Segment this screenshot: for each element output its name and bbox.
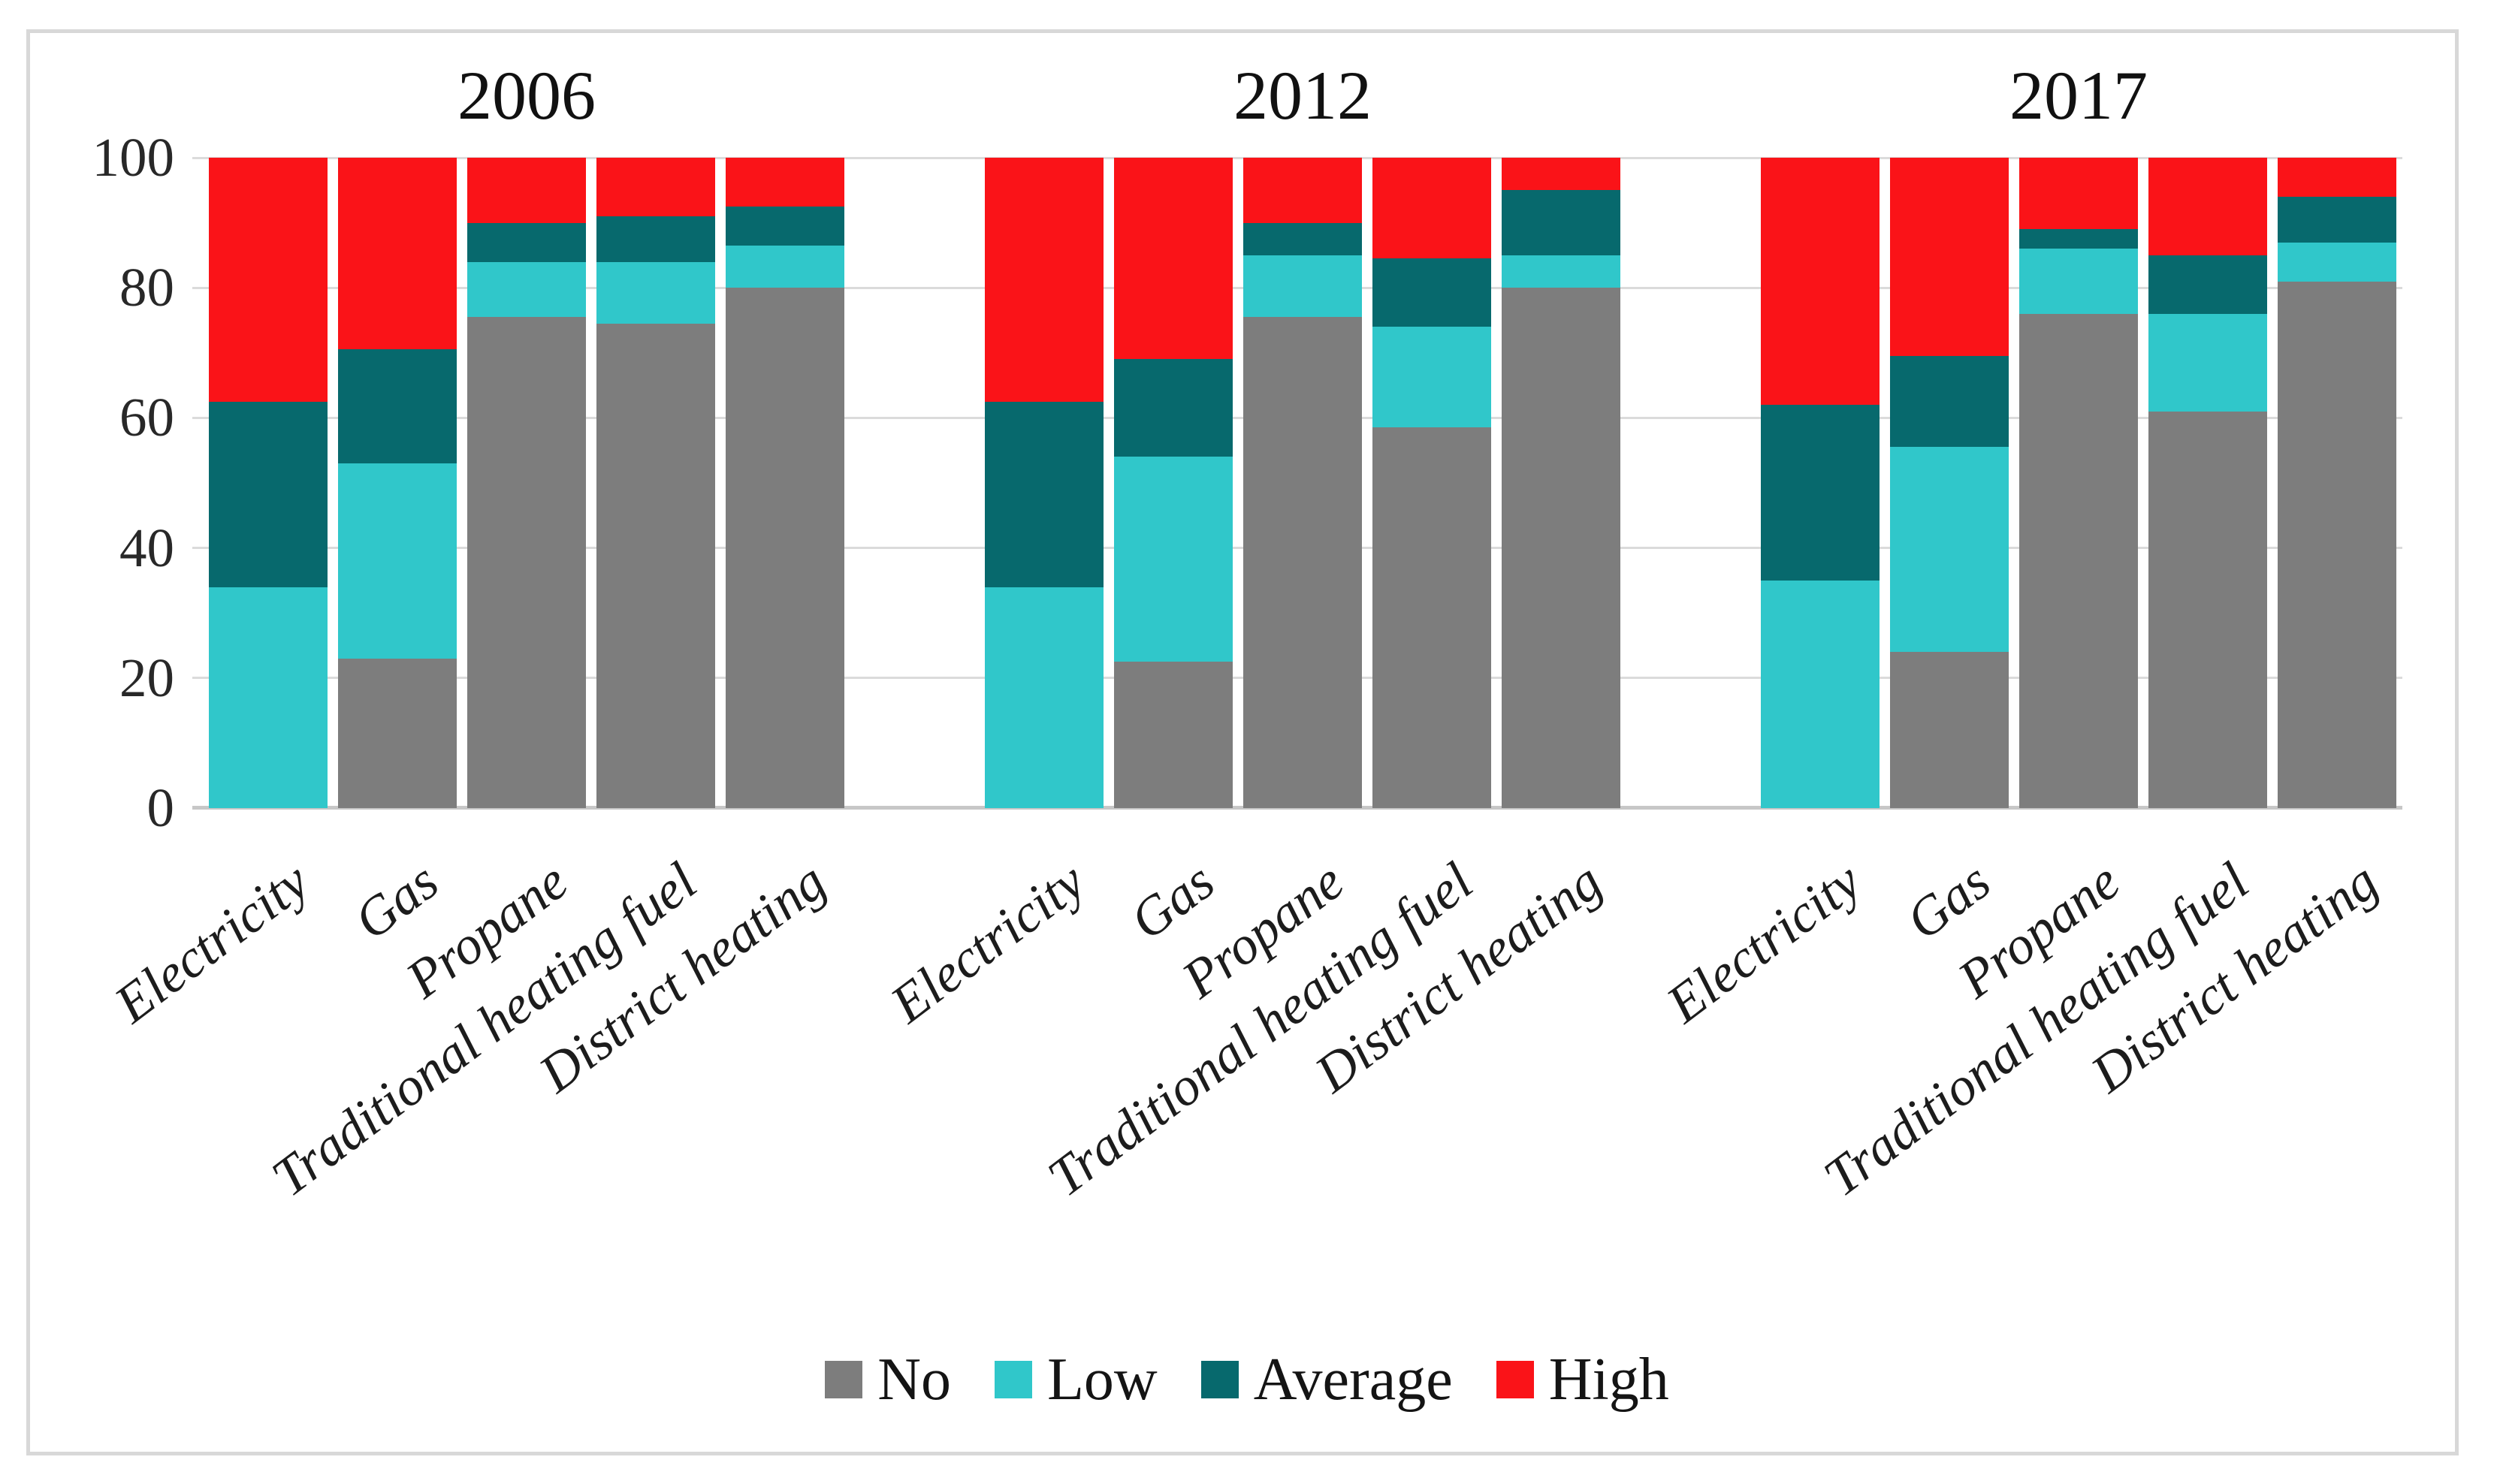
bar-segment-low xyxy=(2148,313,2267,412)
bar-segment-high xyxy=(1243,158,1362,223)
legend-swatch-low xyxy=(995,1361,1033,1398)
legend-item-no: No xyxy=(825,1350,951,1410)
bar-segment-no xyxy=(338,658,457,808)
chart-border xyxy=(26,29,2459,1455)
bar-segment-high xyxy=(1761,158,1880,406)
stacked-bar xyxy=(338,158,457,808)
legend-swatch-average xyxy=(1200,1361,1239,1398)
bar-segment-high xyxy=(726,158,844,207)
stacked-bar xyxy=(2148,158,2267,808)
y-axis-tick-label: 100 xyxy=(92,127,175,188)
bar-segment-no xyxy=(1114,662,1233,808)
bar-segment-low xyxy=(1502,255,1620,288)
bar-segment-high xyxy=(596,158,715,216)
bar-segment-average xyxy=(467,222,586,262)
stacked-bar xyxy=(596,158,715,808)
bar-segment-low xyxy=(2019,249,2138,314)
bar-segment-average xyxy=(2278,196,2396,243)
bar-segment-high xyxy=(2278,158,2396,197)
bar-segment-average xyxy=(1243,222,1362,255)
bar-segment-low xyxy=(1372,327,1491,428)
bar-segment-high xyxy=(985,158,1104,402)
bar-segment-low xyxy=(2278,242,2396,282)
stacked-bar xyxy=(1114,158,1233,808)
bar-segment-no xyxy=(467,317,586,808)
bar-segment-high xyxy=(467,158,586,223)
legend: No Low Average High xyxy=(0,1350,2494,1410)
bar-segment-high xyxy=(2019,158,2138,230)
year-group-title: 2006 xyxy=(457,57,596,134)
bar-segment-average xyxy=(1890,356,2009,448)
stacked-bar xyxy=(209,158,328,808)
bar-segment-high xyxy=(1890,158,2009,357)
bar-segment-average xyxy=(726,206,844,246)
bar-segment-no xyxy=(2278,281,2396,808)
bar-segment-average xyxy=(338,349,457,464)
bar-segment-average xyxy=(2019,229,2138,249)
stacked-bar xyxy=(1243,158,1362,808)
bar-segment-average xyxy=(209,401,328,587)
legend-label: Average xyxy=(1253,1347,1453,1413)
bar-segment-high xyxy=(1114,158,1233,360)
stacked-bar xyxy=(2278,158,2396,808)
bar-segment-high xyxy=(1502,158,1620,191)
bar-segment-low xyxy=(1243,255,1362,318)
legend-item-average: Average xyxy=(1200,1347,1453,1413)
stacked-bar xyxy=(985,158,1104,808)
legend-swatch-no xyxy=(825,1361,863,1398)
stacked-bar xyxy=(1890,158,2009,808)
legend-label: Low xyxy=(1047,1347,1158,1413)
stacked-bar xyxy=(1372,158,1491,808)
bar-segment-low xyxy=(1890,447,2009,653)
bar-segment-low xyxy=(1114,457,1233,662)
bar-segment-high xyxy=(2148,158,2267,255)
y-axis-tick-label: 80 xyxy=(119,257,174,318)
y-axis-tick-label: 0 xyxy=(146,777,175,838)
bar-segment-average xyxy=(2148,255,2267,314)
bar-segment-average xyxy=(1761,405,1880,581)
legend-swatch-high xyxy=(1496,1361,1534,1398)
bar-segment-low xyxy=(209,587,328,808)
bar-segment-average xyxy=(596,216,715,262)
legend-item-high: High xyxy=(1496,1350,1669,1410)
bar-segment-no xyxy=(726,288,844,808)
y-axis-tick-label: 40 xyxy=(119,517,174,578)
year-group-title: 2017 xyxy=(2009,57,2148,134)
bar-segment-average xyxy=(1372,258,1491,327)
bar-segment-no xyxy=(2148,411,2267,808)
legend-item-low: Low xyxy=(995,1350,1158,1410)
stacked-bar xyxy=(726,158,844,808)
y-axis-tick-label: 60 xyxy=(119,387,174,448)
bar-segment-no xyxy=(1372,427,1491,808)
stacked-bar xyxy=(1502,158,1620,808)
bar-segment-low xyxy=(338,463,457,659)
y-axis-tick-label: 20 xyxy=(119,647,174,708)
bar-segment-low xyxy=(596,261,715,324)
bar-segment-no xyxy=(596,323,715,808)
bar-segment-low xyxy=(726,245,844,288)
legend-label: No xyxy=(877,1347,952,1413)
bar-segment-high xyxy=(1372,158,1491,259)
stacked-bar xyxy=(1761,158,1880,808)
bar-segment-low xyxy=(1761,580,1880,808)
year-group-title: 2012 xyxy=(1233,57,1372,134)
bar-segment-high xyxy=(338,158,457,350)
stacked-bar xyxy=(467,158,586,808)
bar-segment-no xyxy=(1502,288,1620,808)
bar-segment-low xyxy=(985,587,1104,808)
bar-segment-average xyxy=(985,401,1104,587)
bar-segment-high xyxy=(209,158,328,402)
bar-segment-no xyxy=(1243,317,1362,808)
bar-segment-low xyxy=(467,261,586,318)
legend-label: High xyxy=(1548,1347,1669,1413)
stacked-bar xyxy=(2019,158,2138,808)
bar-segment-average xyxy=(1114,359,1233,457)
bar-segment-no xyxy=(1890,652,2009,808)
bar-segment-average xyxy=(1502,190,1620,255)
bar-segment-no xyxy=(2019,313,2138,808)
